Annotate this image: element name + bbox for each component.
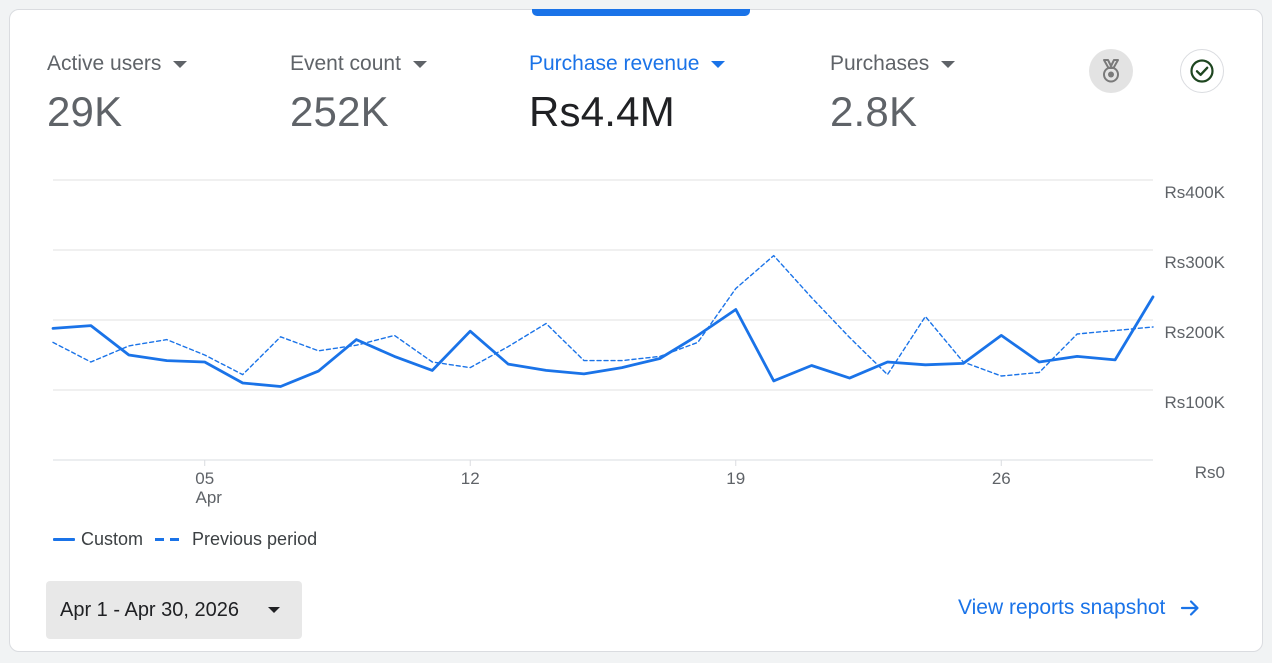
legend-label-previous: Previous period [192,529,318,549]
arrow-right-icon [1179,597,1201,619]
metric-label: Event count [290,52,401,75]
check-circle-icon [1190,59,1214,83]
legend-swatch-custom [53,538,75,541]
caret-down-icon [941,60,956,68]
metric-tab-purchases[interactable]: Purchases 2.8K [830,52,956,136]
view-reports-snapshot-link[interactable]: View reports snapshot [958,596,1201,620]
legend-label-custom: Custom [81,529,144,549]
caret-down-icon [173,60,188,68]
metric-tab-purchase-revenue[interactable]: Purchase revenue Rs4.4M [529,52,726,136]
metric-header: Purchases [830,52,956,76]
metric-header: Event count [290,52,427,76]
metric-value: 252K [290,88,389,135]
metric-header: Active users [47,52,188,76]
insights-medal-icon [1103,59,1119,83]
metric-tab-active-users[interactable]: Active users 29K [47,52,188,136]
metric-value: Rs4.4M [529,88,675,135]
caret-down-icon [412,60,427,68]
metric-value: 2.8K [830,88,918,135]
legend-swatch-previous [155,538,182,541]
check-status-button[interactable] [1180,49,1224,93]
chevron-down-icon [268,607,280,613]
metric-tab-event-count[interactable]: Event count 252K [290,52,427,136]
metric-label: Active users [47,52,162,75]
insights-button[interactable] [1089,49,1133,93]
metric-value: 29K [47,88,123,135]
metric-label: Purchases [830,52,930,75]
caret-down-icon [711,60,726,68]
metric-label: Purchase revenue [529,52,700,75]
date-range-picker[interactable]: Apr 1 - Apr 30, 2026 [46,581,302,639]
date-range-label: Apr 1 - Apr 30, 2026 [60,598,240,621]
snapshot-link-label: View reports snapshot [958,596,1166,619]
metric-header: Purchase revenue [529,52,726,76]
chart-legend: Custom Previous period [53,529,317,550]
selected-metric-indicator [532,9,750,16]
